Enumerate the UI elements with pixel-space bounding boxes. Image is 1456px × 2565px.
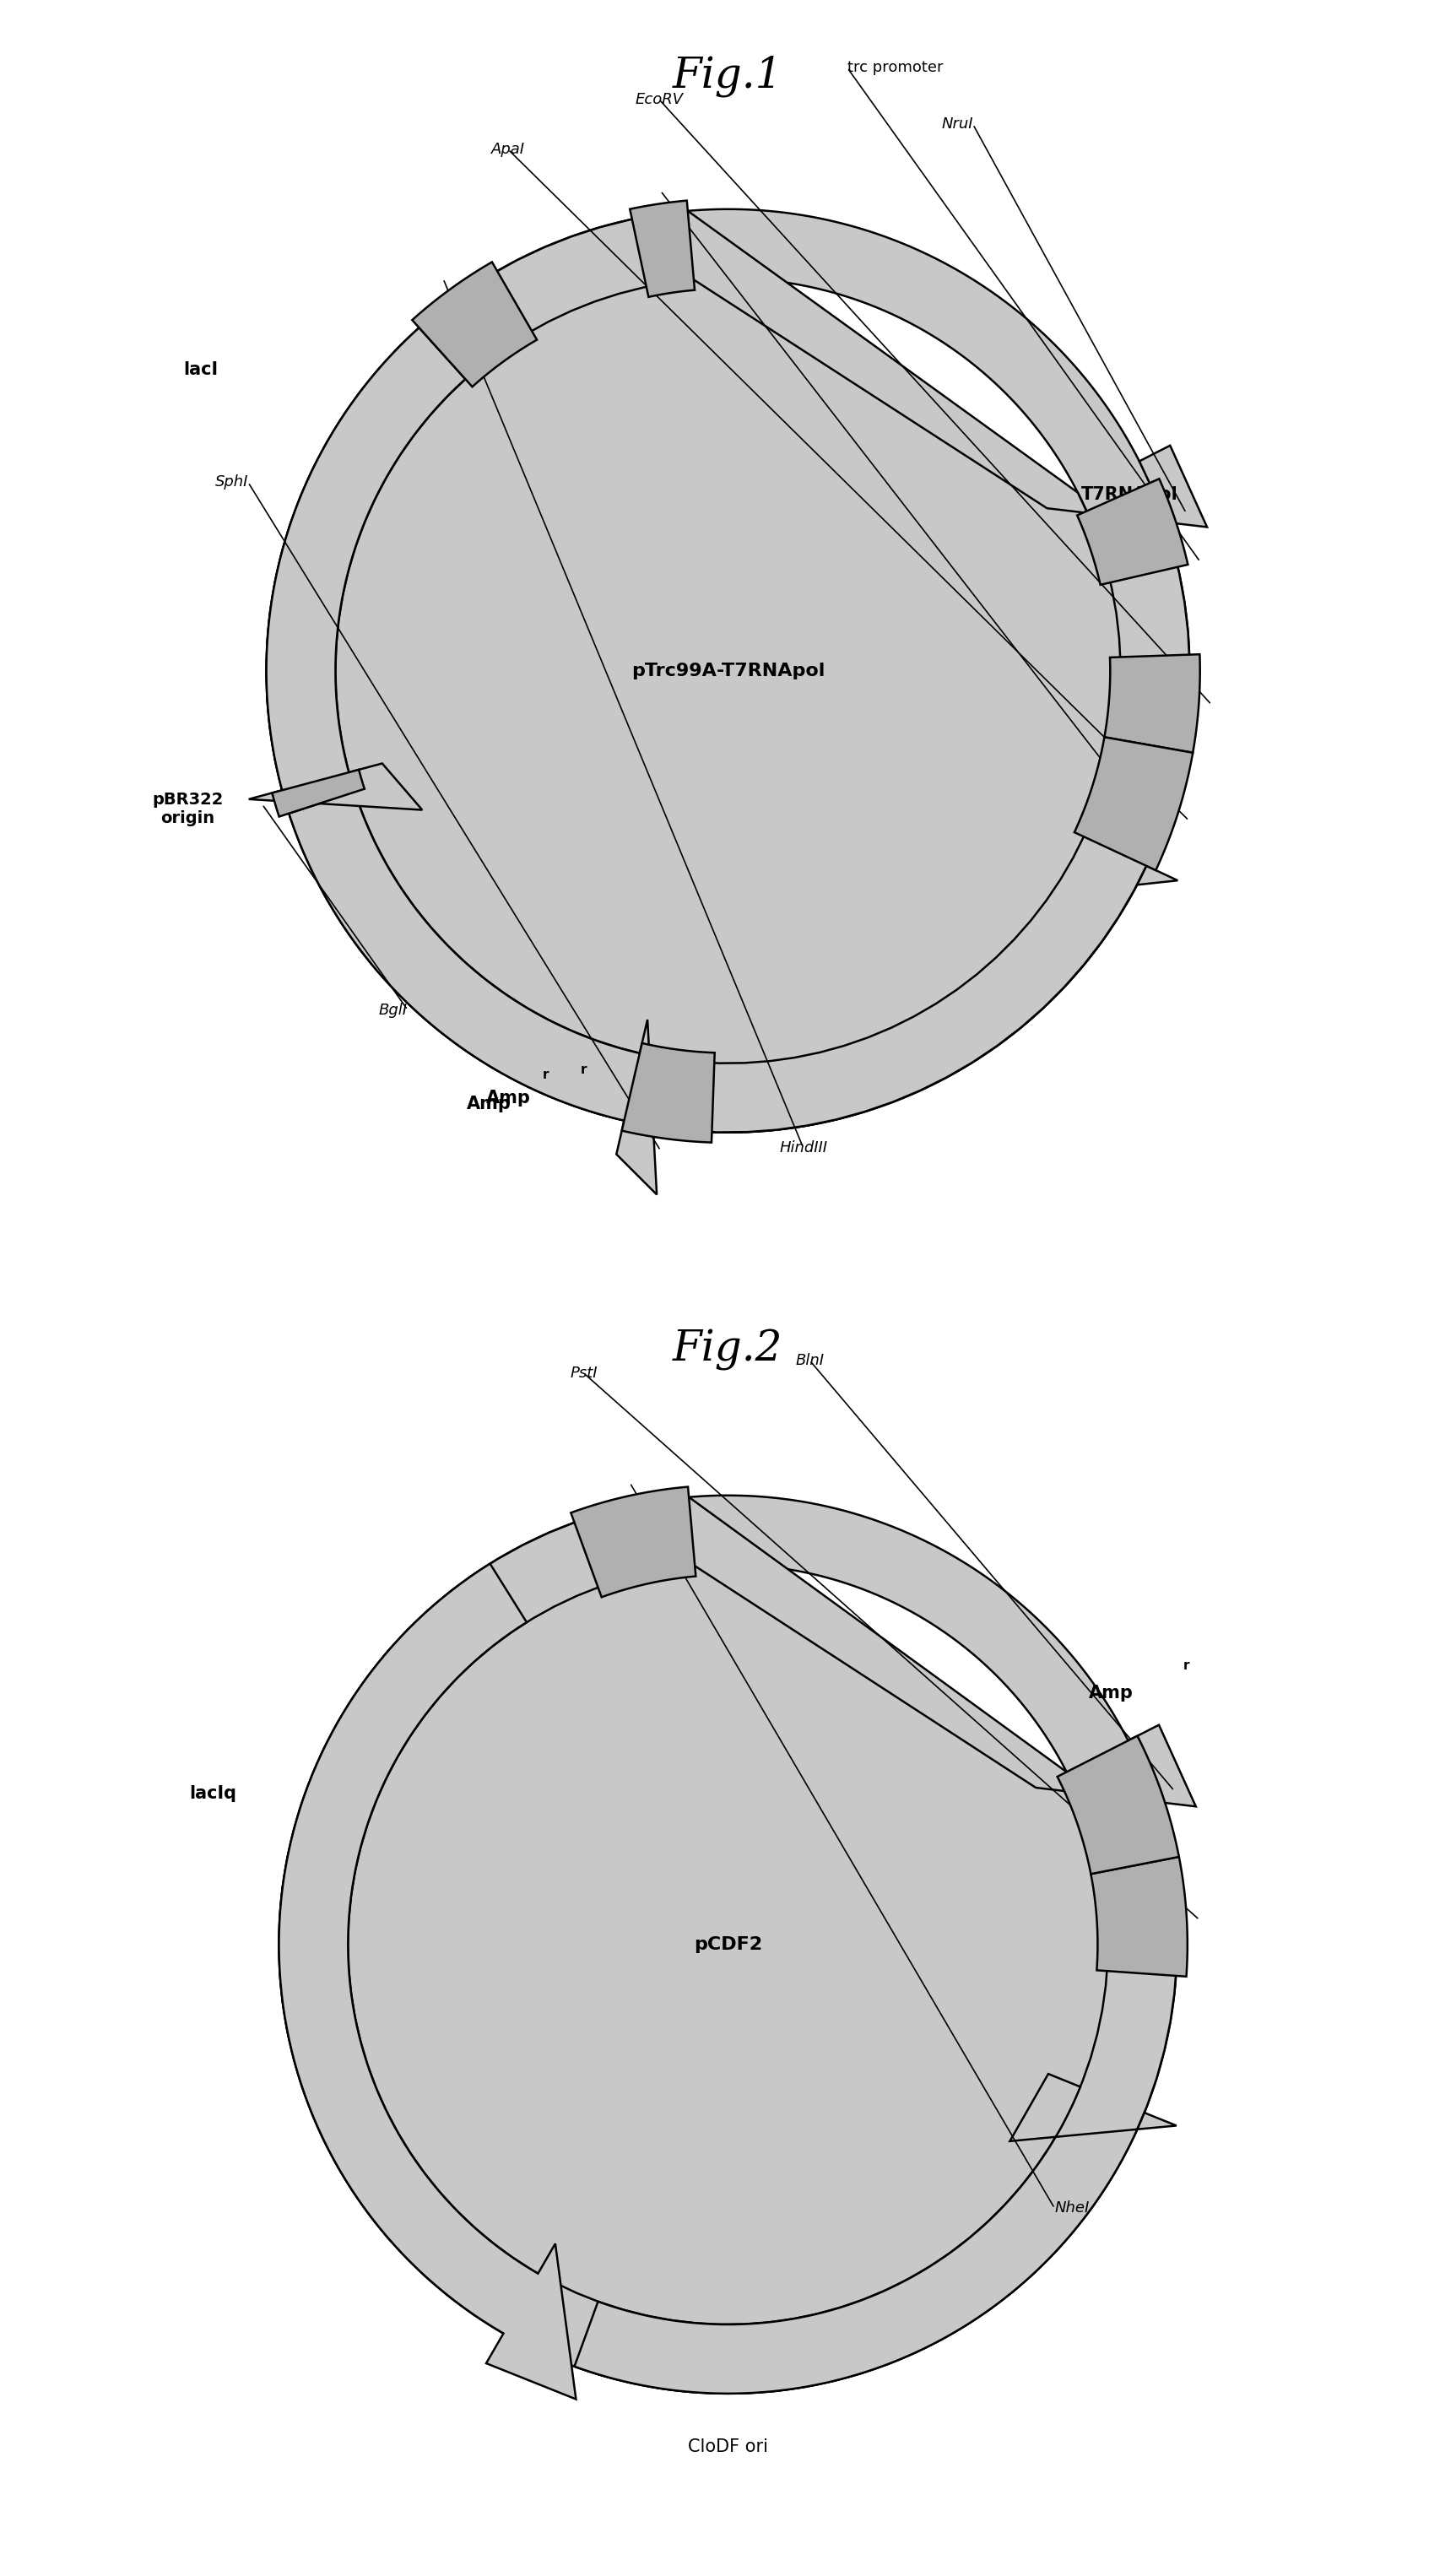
Text: ApaI: ApaI <box>491 141 526 156</box>
Polygon shape <box>712 821 1178 1131</box>
Polygon shape <box>1077 480 1188 585</box>
Text: NheI: NheI <box>1054 2201 1089 2216</box>
Text: T7RNApol: T7RNApol <box>1082 487 1178 503</box>
Text: BglI: BglI <box>379 1003 408 1018</box>
Polygon shape <box>280 1495 1176 2393</box>
Text: EcoRV: EcoRV <box>635 92 683 108</box>
Polygon shape <box>266 210 1190 1131</box>
Polygon shape <box>571 1488 696 1598</box>
Text: Amp: Amp <box>467 1095 511 1113</box>
Text: BlnI: BlnI <box>795 1352 824 1367</box>
Text: trc promoter: trc promoter <box>847 59 943 74</box>
Text: PstI: PstI <box>569 1365 597 1380</box>
Polygon shape <box>272 770 364 816</box>
Polygon shape <box>266 210 1207 1131</box>
Polygon shape <box>1075 736 1192 870</box>
Text: Amp: Amp <box>1089 1685 1133 1701</box>
Polygon shape <box>249 328 466 811</box>
Text: Fig.2: Fig.2 <box>673 1329 783 1370</box>
Text: pBR322
origin: pBR322 origin <box>153 793 223 826</box>
Text: r: r <box>1184 1660 1190 1672</box>
Text: r: r <box>543 1070 549 1082</box>
Text: NruI: NruI <box>941 118 973 131</box>
Text: pTrc99A-T7RNApol: pTrc99A-T7RNApol <box>632 662 824 680</box>
Text: Amp: Amp <box>486 1090 530 1106</box>
Polygon shape <box>622 1044 715 1141</box>
Text: r: r <box>581 1064 587 1077</box>
Text: HindIII: HindIII <box>1130 790 1178 803</box>
Polygon shape <box>288 793 657 1195</box>
Polygon shape <box>575 2075 1176 2393</box>
Polygon shape <box>280 1565 577 2398</box>
Polygon shape <box>412 262 537 387</box>
Text: SphI: SphI <box>215 475 248 490</box>
Polygon shape <box>1091 1857 1188 1978</box>
Text: lacIq: lacIq <box>189 1785 237 1803</box>
Polygon shape <box>1057 1737 1179 1875</box>
Polygon shape <box>280 1498 1195 2393</box>
Polygon shape <box>630 200 695 298</box>
Text: pCDF2: pCDF2 <box>693 1937 763 1952</box>
Text: CloDF ori: CloDF ori <box>687 2439 769 2455</box>
Text: HindIII: HindIII <box>779 1141 827 1157</box>
Polygon shape <box>1105 654 1200 752</box>
Text: lacI: lacI <box>183 362 218 377</box>
Text: Fig.1: Fig.1 <box>673 56 783 97</box>
